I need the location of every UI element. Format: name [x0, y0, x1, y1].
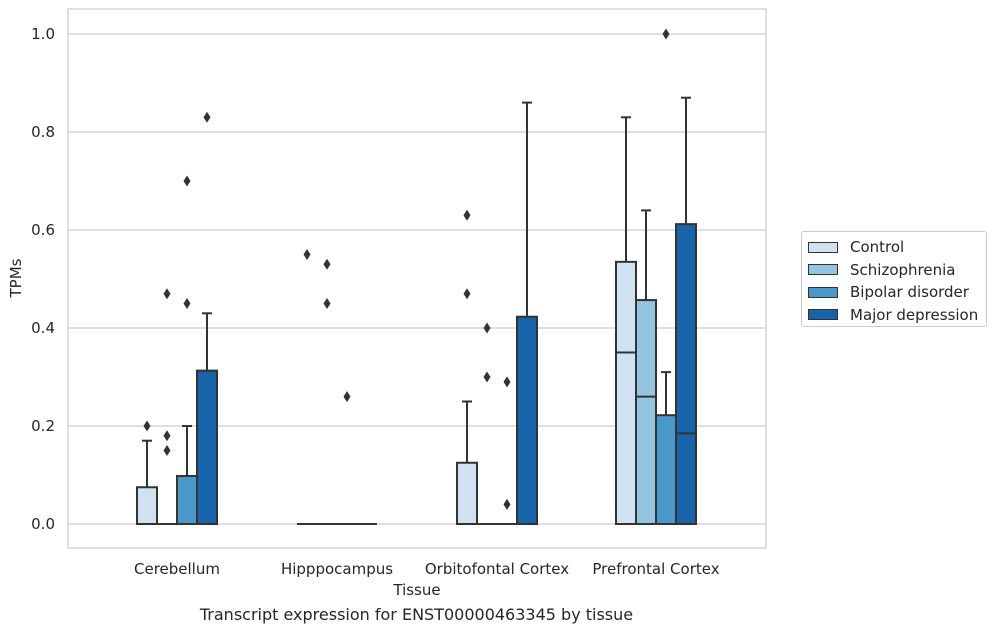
box-control — [456, 209, 478, 525]
figure-caption: Transcript expression for ENST0000046334… — [199, 605, 634, 624]
x-tick-label: Orbitofontal Cortex — [425, 560, 569, 578]
legend-swatch — [808, 264, 838, 276]
outlier-point — [503, 498, 511, 510]
outlier-point — [163, 445, 171, 456]
x-axis-label: Tissue — [392, 581, 440, 599]
boxes-layer — [136, 28, 697, 526]
box-schizophrenia — [635, 209, 657, 525]
box — [136, 486, 158, 525]
outlier-point — [662, 28, 670, 40]
outlier-point — [343, 391, 351, 403]
legend-label: Schizophrenia — [850, 260, 956, 279]
outlier-point — [183, 175, 191, 187]
box-control — [297, 249, 317, 525]
y-tick-label: 0.2 — [31, 417, 55, 435]
legend: Control Schizophrenia Bipolar disorder M… — [801, 231, 987, 327]
box-control — [136, 420, 158, 525]
outlier-point — [323, 258, 331, 270]
legend-swatch — [808, 241, 838, 253]
outlier-point — [483, 322, 491, 334]
box-bipolar-disorder — [655, 28, 677, 525]
box-bipolar-disorder — [337, 391, 357, 525]
y-tick-label: 1.0 — [31, 25, 55, 43]
outlier-point — [463, 288, 471, 300]
box-major-depression — [516, 101, 538, 526]
box — [635, 299, 657, 525]
outlier-point — [183, 298, 191, 309]
legend-item-schizophrenia: Schizophrenia — [808, 259, 986, 282]
outlier-point — [163, 288, 171, 300]
box — [176, 474, 198, 526]
legend-swatch — [808, 286, 838, 298]
box-major-depression — [675, 96, 697, 525]
x-tick-label: Hipppocampus — [281, 560, 393, 578]
y-axis-label: TPMs — [7, 258, 25, 298]
outlier-point — [503, 376, 511, 388]
box — [516, 315, 538, 526]
legend-label: Bipolar disorder — [850, 283, 969, 302]
box-schizophrenia — [317, 258, 337, 525]
box — [655, 414, 677, 525]
y-tick-labels: 0.0 0.2 0.4 0.6 0.8 1.0 — [31, 25, 55, 533]
outlier-point — [143, 420, 151, 432]
legend-label: Control — [850, 238, 905, 257]
y-tick-label: 0.4 — [31, 319, 55, 337]
legend-swatch — [808, 309, 838, 321]
legend-item-control: Control — [808, 236, 986, 259]
x-tick-label: Cerebellum — [134, 560, 220, 578]
legend-item-bipolar-disorder: Bipolar disorder — [808, 281, 986, 304]
outlier-point — [163, 430, 171, 442]
plot-frame — [67, 8, 767, 549]
outlier-point — [303, 249, 311, 260]
box — [675, 223, 697, 525]
box — [456, 461, 478, 525]
x-tick-labels: Cerebellum Hipppocampus Orbitofontal Corte… — [134, 560, 720, 578]
y-tick-label: 0.8 — [31, 123, 55, 141]
outlier-point — [323, 298, 331, 309]
y-tick-label: 0.0 — [31, 515, 55, 533]
box-major-depression — [196, 111, 218, 525]
legend-item-major-depression: Major depression — [808, 304, 986, 327]
box — [196, 369, 218, 525]
box — [615, 260, 637, 525]
outlier-point — [463, 209, 471, 221]
box-bipolar-disorder — [497, 376, 517, 525]
box-bipolar-disorder — [176, 175, 198, 526]
outlier-point — [203, 111, 211, 123]
legend-label: Major depression — [850, 305, 979, 324]
outlier-point — [483, 371, 491, 383]
y-tick-label: 0.6 — [31, 221, 55, 239]
box-schizophrenia — [157, 288, 177, 525]
box-schizophrenia — [477, 322, 497, 525]
x-tick-label: Prefrontal Cortex — [592, 560, 719, 578]
